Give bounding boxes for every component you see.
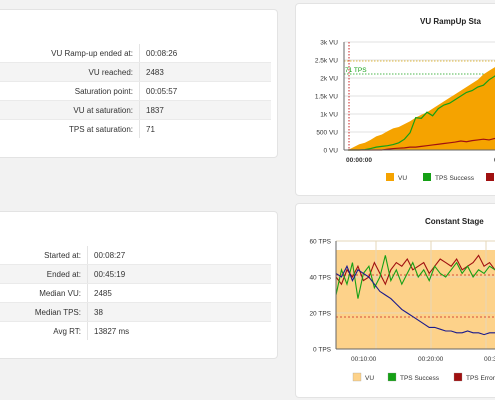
series-tps-line (335, 264, 495, 336)
row-value: 00:08:27 (87, 246, 125, 264)
x-tick-label: 00:10:00 (351, 356, 377, 363)
row-label: TPS at saturation: (68, 124, 133, 134)
table-row: Median TPS: 38 (0, 302, 271, 321)
y-tick-label: 60 TPS (309, 239, 331, 246)
x-tick-label: 00:20:00 (418, 356, 444, 363)
chart-title: Constant Stage (425, 217, 484, 226)
row-label: VU reached: (88, 67, 133, 77)
y-tick-label: 20 TPS (309, 311, 331, 318)
table-row: TPS at saturation: 71 (0, 119, 271, 138)
y-tick-label: 1.5k VU (315, 94, 338, 101)
x-tick-label: 00:00:00 (346, 157, 372, 164)
constant-summary-table: Started at: 00:08:27 Ended at: 00:45:19 … (0, 246, 271, 340)
row-label: Started at: (44, 250, 81, 260)
y-tick-label: 500 VU (316, 130, 338, 137)
row-value: 71 (139, 120, 155, 138)
series-tps-success-line (335, 255, 495, 299)
y-tick-label: 2k VU (320, 76, 338, 83)
table-row: Saturation point: 00:05:57 (0, 81, 271, 100)
rampup-summary-table: VU Ramp-up ended at: 00:08:26 VU reached… (0, 44, 271, 138)
row-label: Saturation point: (74, 86, 133, 96)
row-label: Avg RT: (53, 326, 81, 336)
rampup-chart-card: VU RampUp Sta 3k VU 2.5k VU 2k VU 1.5k VU 1k … (295, 3, 495, 196)
row-value: 00:05:57 (139, 82, 177, 100)
legend-swatch (486, 173, 494, 181)
table-row: Avg RT: 13827 ms (0, 321, 271, 340)
series-tps-errors-line (335, 254, 495, 286)
y-tick-label: 40 TPS (309, 275, 331, 282)
row-value: 1837 (139, 101, 164, 119)
table-row: Ended at: 00:45:19 (0, 264, 271, 283)
annotation: 71 TPS (345, 67, 367, 74)
row-value: 2485 (87, 284, 112, 302)
series-vu-area (336, 250, 495, 349)
table-row: Started at: 00:08:27 (0, 246, 271, 264)
legend-swatch (386, 173, 394, 181)
table-row: VU at saturation: 1837 (0, 100, 271, 119)
legend-label: TPS Success (435, 175, 475, 182)
chart-title: VU RampUp Sta (420, 17, 481, 26)
row-value: 13827 ms (87, 322, 129, 340)
row-label: Median TPS: (34, 307, 81, 317)
series-vu-area (348, 67, 495, 150)
legend-swatch (453, 372, 463, 382)
row-label: VU Ramp-up ended at: (51, 48, 133, 58)
x-tick-label: 00:3 (484, 356, 495, 363)
row-value: 38 (87, 303, 103, 321)
y-tick-label: 0 TPS (313, 347, 332, 354)
rampup-summary-card: VU Ramp-up ended at: 00:08:26 VU reached… (0, 9, 278, 158)
legend-label: TPS Success (400, 375, 440, 382)
legend-label: TPS Errors (466, 375, 495, 382)
legend-label: VU (365, 375, 374, 382)
y-tick-label: 2.5k VU (315, 58, 338, 65)
y-tick-label: 0 VU (324, 148, 339, 155)
table-row: Median VU: 2485 (0, 283, 271, 302)
row-label: Median VU: (39, 288, 81, 298)
constant-summary-card: Started at: 00:08:27 Ended at: 00:45:19 … (0, 211, 278, 359)
legend-swatch (352, 372, 362, 382)
row-label: Ended at: (46, 269, 81, 279)
row-value: 00:45:19 (87, 265, 125, 283)
table-row: VU Ramp-up ended at: 00:08:26 (0, 44, 271, 62)
rampup-chart: VU RampUp Sta 3k VU 2.5k VU 2k VU 1.5k VU 1k … (315, 17, 495, 182)
y-tick-label: 1k VU (320, 112, 338, 119)
table-row: VU reached: 2483 (0, 62, 271, 81)
legend-label: VU (398, 175, 407, 182)
constant-chart: Constant Stage 60 TPS 40 TPS 20 TPS 0 TPS 00:… (309, 217, 495, 382)
row-value: 2483 (139, 63, 164, 81)
row-value: 00:08:26 (139, 44, 177, 62)
y-tick-label: 3k VU (320, 40, 338, 47)
constant-chart-card: Constant Stage 60 TPS 40 TPS 20 TPS 0 TPS 00:… (295, 203, 495, 398)
row-label: VU at saturation: (73, 105, 133, 115)
series-tps-success-line (348, 75, 495, 151)
legend-swatch (387, 372, 397, 382)
legend-swatch (423, 173, 431, 181)
